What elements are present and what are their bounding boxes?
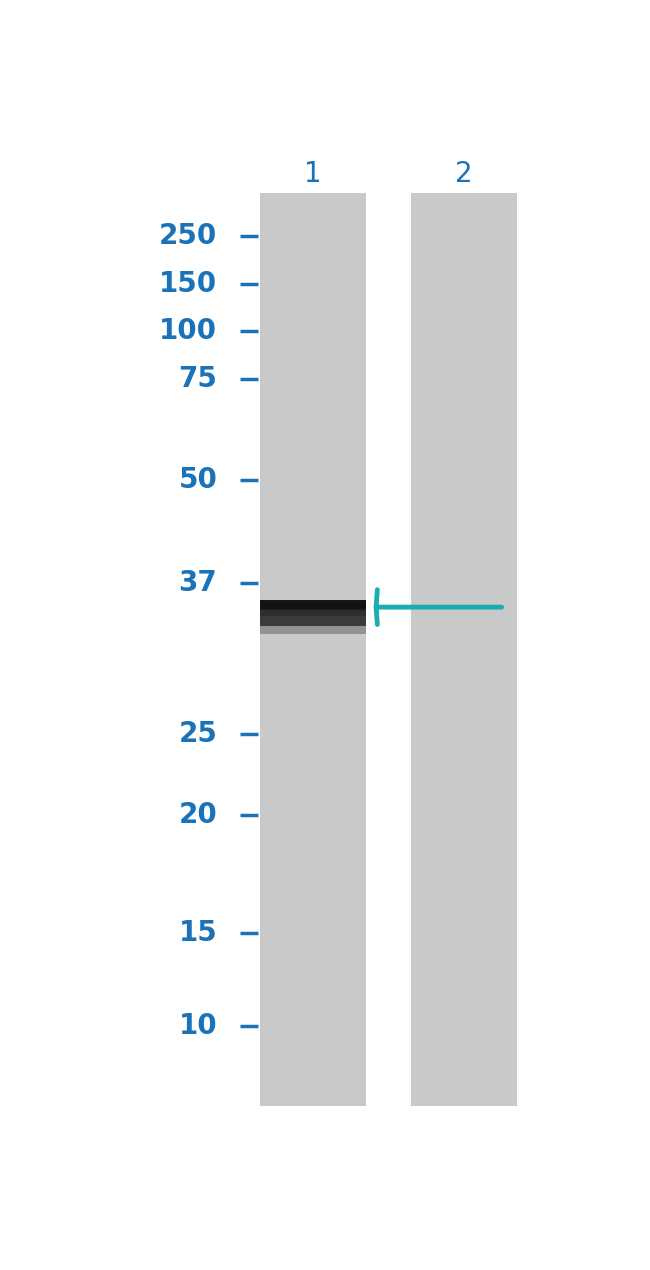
Text: 10: 10 [179,1012,217,1040]
Bar [411,193,517,1106]
Bar [260,601,366,610]
Text: 20: 20 [179,801,217,829]
Text: 2: 2 [455,160,473,188]
Text: 37: 37 [179,569,217,597]
Text: 100: 100 [159,318,217,345]
Text: 50: 50 [178,466,217,494]
Text: 1: 1 [304,160,322,188]
Bar [260,626,366,634]
Text: 250: 250 [159,221,217,249]
Bar [260,193,366,1106]
Bar [260,608,366,626]
Text: 25: 25 [178,720,217,748]
Text: 150: 150 [159,271,217,298]
Text: 15: 15 [179,918,217,946]
Text: 75: 75 [178,366,217,394]
